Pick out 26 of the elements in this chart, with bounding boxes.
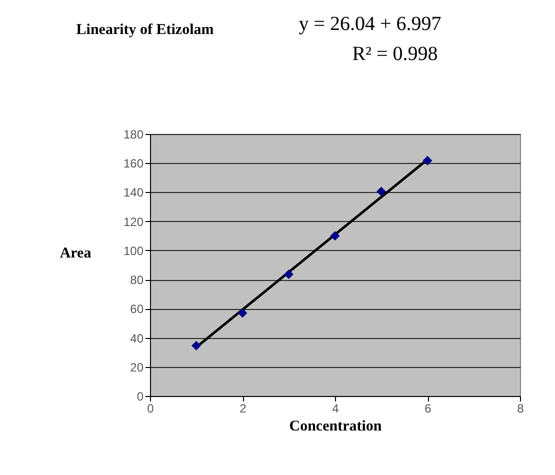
x-tick-label: 6 — [424, 402, 432, 416]
y-tick-label: 120 — [123, 214, 144, 229]
x-tick-label: 4 — [332, 402, 340, 416]
point — [376, 186, 386, 196]
y-tick-label: 180 — [123, 128, 144, 142]
x-tick-label: 0 — [147, 402, 154, 416]
y-tick-label: 160 — [123, 156, 144, 171]
point — [422, 156, 432, 166]
point — [284, 270, 294, 280]
point — [330, 231, 340, 241]
x-tick-label: 8 — [517, 402, 524, 416]
y-tick-label: 40 — [130, 331, 144, 346]
y-axis-title: Area — [60, 246, 92, 262]
point — [238, 308, 248, 318]
point — [192, 340, 201, 350]
chart-title: Linearity of Etizolam — [76, 22, 214, 38]
y-tick-label: 0 — [136, 390, 144, 404]
y-tick-label: 100 — [123, 244, 144, 258]
y-tick-label: 80 — [130, 273, 144, 288]
x-axis-title: Concentration — [289, 418, 382, 434]
x-tick-label: 2 — [240, 402, 247, 416]
y-tick-label: 60 — [130, 302, 144, 316]
y-tick-label: 20 — [130, 360, 144, 374]
text: R² = 0.998 — [352, 43, 438, 65]
text: y = 26.04 + 6.997 — [298, 13, 442, 35]
y-tick-label: 140 — [123, 186, 144, 200]
